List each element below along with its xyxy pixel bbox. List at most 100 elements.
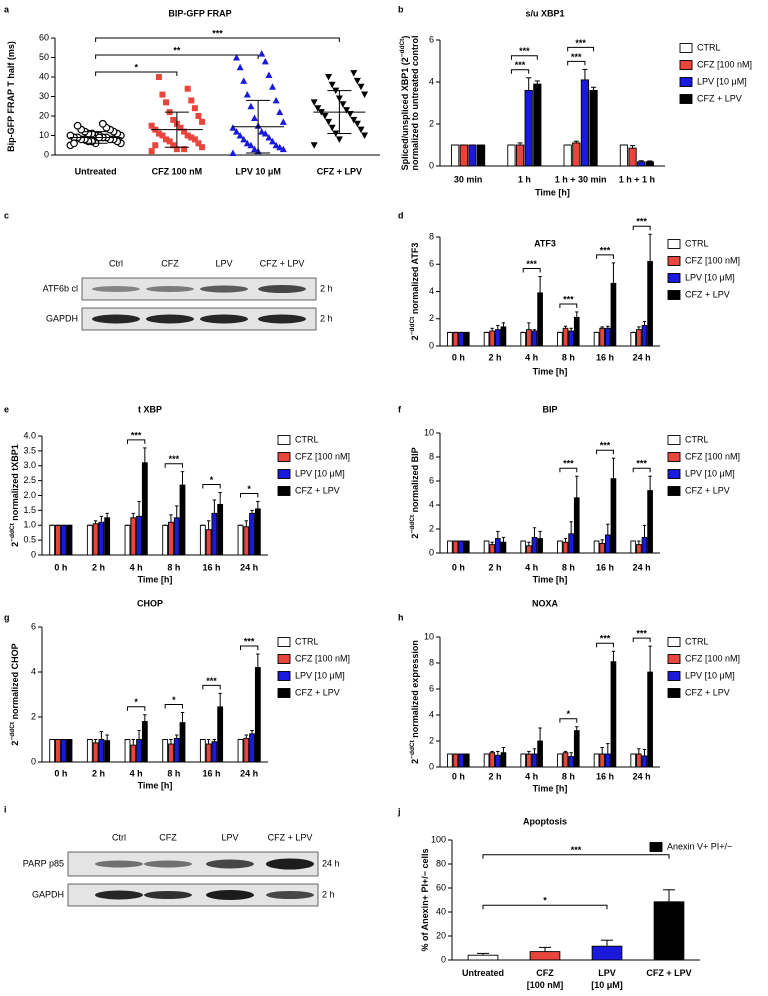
x-axis-label: Time [h] <box>533 574 568 584</box>
y-tick-label: 6 <box>429 34 434 44</box>
data-point <box>195 140 202 147</box>
data-point <box>170 142 177 149</box>
bar <box>604 534 611 554</box>
x-tick-label: LPV 10 μM <box>235 166 281 176</box>
y-tick-label: 10 <box>424 427 434 437</box>
data-point <box>279 118 287 125</box>
significance-bracket <box>95 71 178 76</box>
x-tick-label: 0 h <box>452 771 465 781</box>
x-tick-label: Untreated <box>462 968 504 978</box>
lane-label: CFZ + LPV <box>268 832 313 842</box>
bar <box>60 739 67 763</box>
data-point <box>163 99 170 106</box>
legend-swatch <box>667 452 681 462</box>
legend-label: Anexin V+ PI+/− <box>667 841 732 851</box>
blot-band <box>258 314 306 324</box>
chart-title: ATF3 <box>534 238 556 248</box>
data-point <box>357 126 365 134</box>
bar <box>653 901 685 961</box>
bar <box>647 261 653 347</box>
x-tick-label: CFZ 100 nM <box>152 166 203 176</box>
bar <box>647 490 653 554</box>
bar <box>562 541 569 554</box>
bar <box>641 325 648 347</box>
blot-band <box>146 314 194 324</box>
bar <box>593 331 600 347</box>
data-point <box>148 122 155 129</box>
bar <box>557 753 563 768</box>
lane-label: LPV <box>221 832 238 842</box>
data-point <box>350 116 358 124</box>
x-tick-label: 16 h <box>202 562 220 572</box>
bar <box>459 144 468 167</box>
bar <box>500 752 507 768</box>
significance-label: *** <box>526 259 537 269</box>
bar <box>179 484 186 556</box>
x-tick-label: 4 h <box>525 352 538 362</box>
data-point <box>177 124 184 131</box>
significance-bracket <box>567 60 586 66</box>
bar <box>537 538 543 554</box>
data-point <box>195 113 202 119</box>
panel-letter: e <box>4 404 9 414</box>
bar <box>124 739 131 763</box>
bar <box>55 739 61 763</box>
data-point <box>251 114 259 121</box>
x-tick-label: 2 h <box>488 771 501 781</box>
data-point <box>310 142 318 149</box>
y-tick-label: 3.5 <box>23 445 36 455</box>
bar <box>573 730 580 768</box>
y-axis-label: 2−ddCt normalized BIP <box>409 447 421 538</box>
y-tick-label: 2 <box>31 711 36 721</box>
y-tick-label: 6 <box>429 259 434 269</box>
significance-bracket <box>596 254 614 259</box>
y-axis-label: % of Anexin+ PI+/− cells <box>420 849 430 952</box>
data-point <box>357 83 365 91</box>
data-point <box>310 99 318 106</box>
y-tick-label: 1.0 <box>23 520 36 530</box>
blot-band <box>200 314 248 324</box>
bar <box>86 739 93 763</box>
significance-bracket <box>164 704 184 709</box>
legend-swatch <box>667 654 681 664</box>
legend-swatch <box>277 486 291 496</box>
bar <box>98 739 105 763</box>
bar <box>599 327 606 347</box>
y-tick-label: 8 <box>429 451 434 461</box>
bar <box>249 733 255 763</box>
y-axis-label-part: −ddCt <box>409 514 416 533</box>
bar <box>630 540 637 554</box>
significance-label: *** <box>600 441 611 451</box>
bar <box>531 330 538 347</box>
legend-swatch <box>277 654 291 664</box>
legend-swatch <box>679 94 693 104</box>
significance-bracket <box>202 484 221 489</box>
y-axis-label-part: 2 <box>10 741 20 746</box>
legend-label: CFZ + LPV <box>697 93 742 103</box>
data-point <box>353 120 361 128</box>
chart-title: BIP-GFP FRAP <box>168 8 231 18</box>
bar <box>568 756 574 768</box>
bar <box>563 144 572 167</box>
y-tick-label: 6 <box>31 621 36 631</box>
significance-bracket <box>559 718 578 723</box>
data-point <box>361 91 369 99</box>
bar <box>604 753 611 768</box>
bar <box>494 538 501 554</box>
significance-bracket <box>559 467 578 473</box>
data-point <box>339 101 347 108</box>
bar <box>92 523 99 556</box>
data-point <box>361 132 369 139</box>
legend-swatch <box>679 43 693 53</box>
data-point <box>343 107 351 114</box>
data-point <box>269 137 277 145</box>
bar <box>537 740 543 768</box>
panel-letter: j <box>397 806 401 816</box>
chart-title: BIP <box>542 404 557 414</box>
y-tick-label: 10 <box>39 130 49 140</box>
significance-label: *** <box>206 676 217 686</box>
x-tick-label: LPV [10 μM] <box>591 968 623 990</box>
y-axis-label: 2−ddCt normalized expression <box>409 640 421 764</box>
significance-bracket <box>632 467 651 473</box>
legend-label: CFZ [100 nM] <box>685 255 740 265</box>
